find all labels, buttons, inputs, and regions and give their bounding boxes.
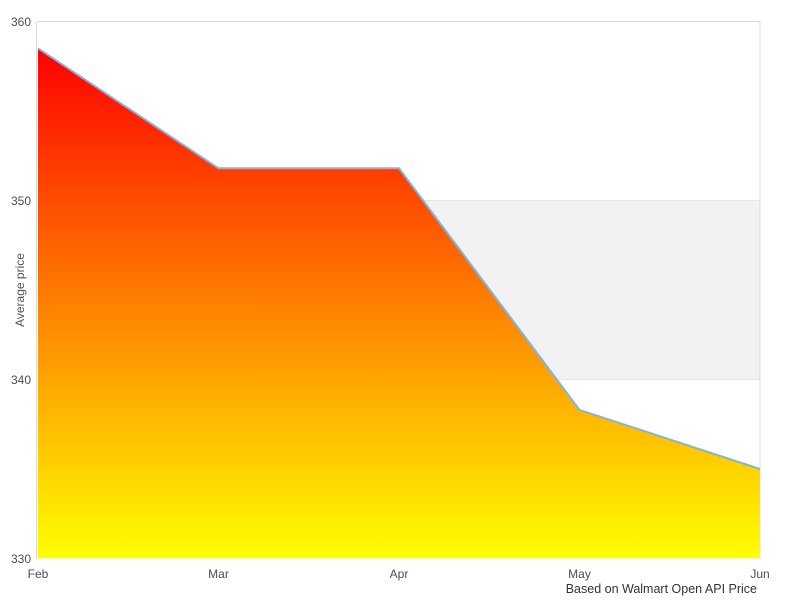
x-tick-label: May bbox=[568, 567, 591, 581]
y-tick-label: 330 bbox=[10, 551, 31, 566]
y-axis-title: Average price bbox=[13, 253, 27, 327]
x-tick-label: Apr bbox=[389, 567, 409, 581]
x-tick-label: Mar bbox=[208, 567, 229, 581]
x-tick-label: Jun bbox=[750, 567, 770, 581]
y-tick-label: 340 bbox=[10, 372, 31, 387]
price-line bbox=[37, 47, 761, 470]
y-tick-label: 350 bbox=[10, 193, 31, 208]
chart-caption: Based on Walmart Open API Price bbox=[565, 582, 757, 596]
x-tick-label: Feb bbox=[27, 567, 49, 581]
price-area-series bbox=[38, 48, 760, 559]
y-tick-label: 360 bbox=[10, 14, 31, 29]
